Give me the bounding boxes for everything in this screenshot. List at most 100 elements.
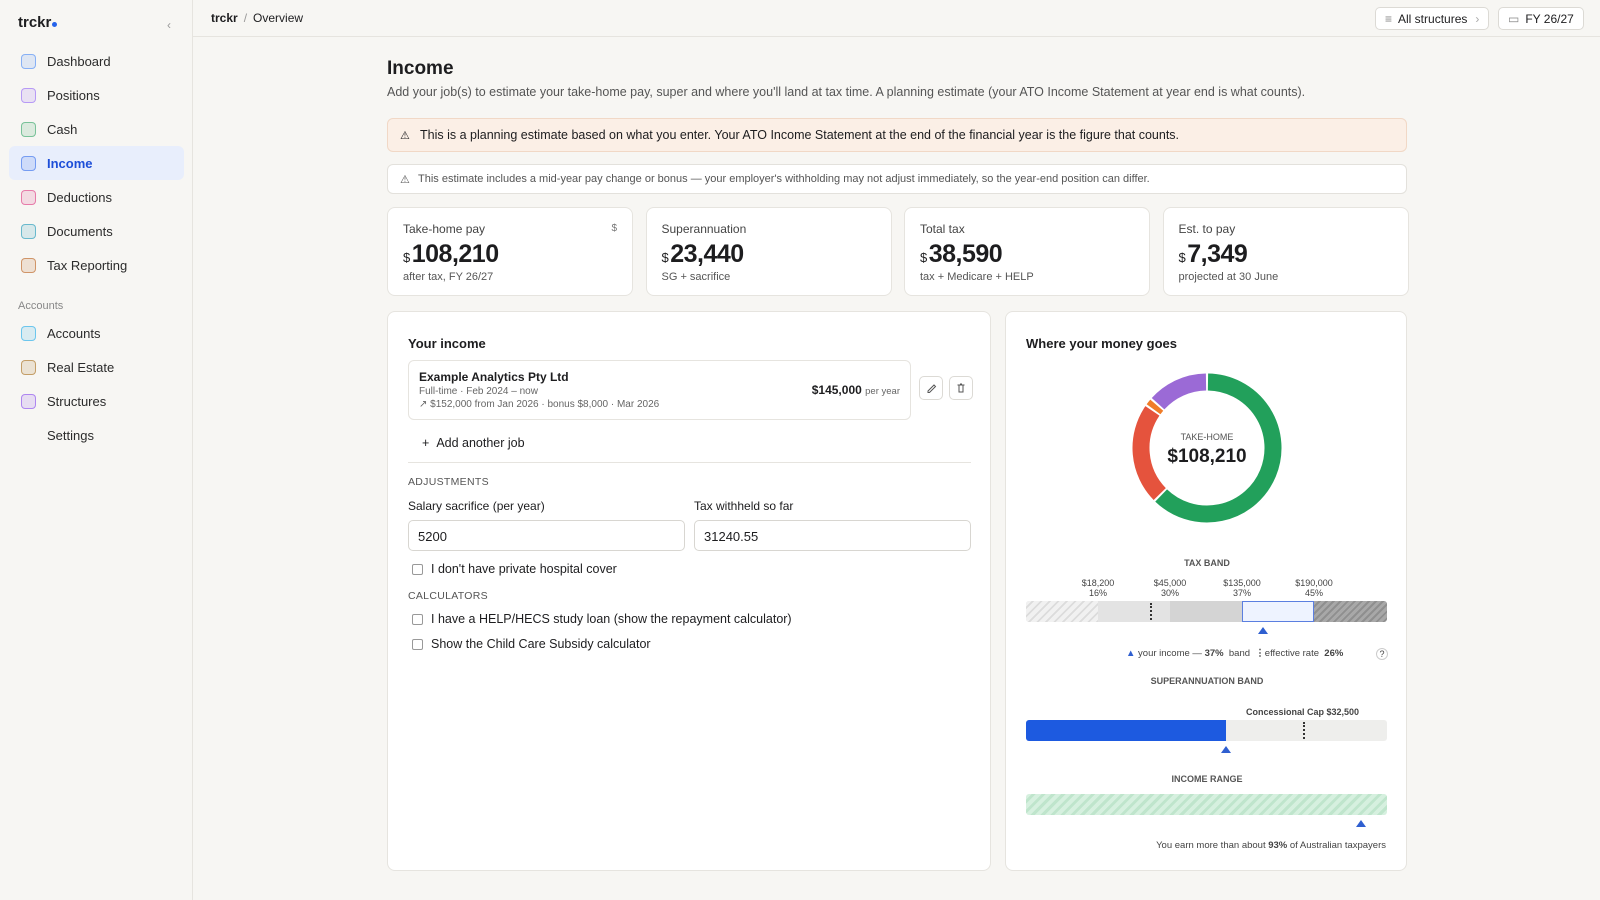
field-label: Tax withheld so far	[694, 499, 794, 513]
checkbox-label: Show the Child Care Subsidy calculator	[431, 637, 651, 651]
stat-sub: tax + Medicare + HELP	[920, 271, 1034, 283]
job-row[interactable]: Example Analytics Pty Ltd Full-time · Fe…	[408, 360, 911, 420]
stat-sub: SG + sacrifice	[661, 271, 731, 283]
nav-icon	[21, 257, 36, 273]
checkbox[interactable]	[412, 639, 423, 650]
nav-item[interactable]: Real Estate	[9, 350, 184, 384]
nav-label: Tax Reporting	[47, 257, 128, 273]
input[interactable]: 5200	[408, 520, 685, 551]
field-label: Salary sacrifice (per year)	[408, 499, 545, 513]
section-heading: CALCULATORS	[408, 590, 488, 602]
nav-icon	[21, 53, 36, 69]
nav-label: Documents	[47, 223, 113, 239]
nav-icon	[21, 325, 36, 341]
job-change: ↗ $152,000 from Jan 2026 · bonus $8,000 …	[419, 399, 660, 410]
help-button[interactable]: ?	[1376, 648, 1388, 660]
nav-label: Cash	[47, 121, 78, 137]
add-job[interactable]: + Add another job	[422, 436, 525, 450]
nav-item[interactable]: Cash	[9, 112, 184, 146]
stat-icon: $	[611, 223, 617, 234]
threshold-rate: 16%	[1088, 588, 1107, 598]
threshold-amount: $135,000	[1223, 578, 1261, 588]
nav-item[interactable]: Income	[9, 146, 184, 180]
donut-value: $108,210	[1167, 446, 1246, 467]
stat-sub: projected at 30 June	[1178, 271, 1279, 283]
nav-item[interactable]: Settings	[9, 418, 184, 452]
value: 23,440	[670, 240, 744, 268]
nav-icon	[21, 223, 36, 239]
separator: /	[243, 11, 248, 25]
job-meta: Full-time · Feb 2024 – now	[419, 386, 538, 397]
nav-icon	[21, 393, 36, 409]
nav-item[interactable]: Documents	[9, 214, 184, 248]
value: 38,590	[928, 240, 1003, 268]
brand[interactable]: trckr	[18, 14, 58, 31]
input[interactable]: 31240.55	[694, 520, 971, 551]
stat-card: Take-home pay $108,210 after tax, FY 26/27…	[387, 207, 633, 296]
section-heading: ADJUSTMENTS	[408, 476, 489, 488]
nav-item[interactable]: Dashboard	[9, 44, 184, 78]
nav-item[interactable]: Tax Reporting	[9, 248, 184, 282]
nav-icon	[21, 155, 36, 171]
stat-label: Total tax	[920, 222, 965, 236]
nav-item[interactable]: Accounts	[9, 316, 184, 350]
collapse-button[interactable]: ‹	[167, 18, 171, 32]
currency: $	[403, 250, 410, 265]
donut: TAKE-HOME $108,210	[1132, 373, 1282, 523]
checkbox[interactable]	[412, 614, 423, 625]
structures-button[interactable]: ≡ All structures ›	[1375, 7, 1490, 30]
nav-icon	[21, 87, 36, 103]
nav-label: Real Estate	[47, 359, 115, 375]
edit-button[interactable]	[919, 376, 943, 400]
nav-icon	[21, 428, 36, 443]
nav-label: Positions	[47, 87, 100, 103]
currency: $	[661, 250, 669, 265]
threshold-amount: $18,200	[1081, 578, 1115, 588]
fy-button[interactable]: ▭ FY 26/27	[1498, 7, 1584, 30]
percentile-note: You earn more than about 93% of Australi…	[1156, 840, 1386, 851]
nav-item[interactable]: Structures	[9, 384, 184, 418]
donut-segment	[1146, 399, 1164, 415]
threshold: $18,200 16%	[1068, 578, 1128, 598]
threshold: $135,000 37%	[1212, 578, 1272, 598]
delete-button[interactable]	[949, 376, 973, 400]
tax-band-bar	[1026, 601, 1387, 622]
section-heading: INCOME RANGE	[1171, 774, 1243, 784]
nav-icon	[21, 121, 36, 137]
threshold-amount: $45,000	[1153, 578, 1187, 588]
alert: ⚠ This estimate includes a mid-year pay c…	[387, 164, 1407, 194]
checkbox-label: I have a HELP/HECS study loan (show the …	[431, 612, 792, 626]
nav-icon	[21, 189, 36, 205]
stat-label: Superannuation	[661, 222, 747, 236]
nav-item[interactable]: Deductions	[9, 180, 184, 214]
donut-segment	[1155, 373, 1282, 523]
threshold: $190,000 45%	[1284, 578, 1344, 598]
stat-label: Take-home pay	[403, 222, 486, 236]
donut-segment	[1151, 373, 1207, 410]
stat-sub: after tax, FY 26/27	[403, 271, 494, 283]
nav-label: Structures	[47, 393, 107, 409]
section-heading: TAX BAND	[1184, 558, 1230, 568]
page-title: Income	[387, 58, 454, 79]
job-name: Example Analytics Pty Ltd	[419, 370, 569, 384]
income-range-bar	[1026, 794, 1387, 815]
crumb: Overview	[253, 11, 304, 25]
nav-item[interactable]: Positions	[9, 78, 184, 112]
nav-label: Deductions	[47, 189, 113, 205]
nav-label: Dashboard	[47, 53, 111, 69]
stat-card: Superannuation $23,440 SG + sacrifice	[645, 207, 892, 296]
checkbox[interactable]	[412, 564, 423, 575]
money-card: Where your money goes TAKE-HOME $108,210…	[1005, 311, 1407, 871]
nav-label: Accounts	[47, 325, 101, 341]
stat-value: $38,590	[920, 240, 1003, 269]
breadcrumb: trckr / Overview	[211, 11, 303, 25]
section-heading: SUPERANNUATION BAND	[1150, 676, 1264, 686]
stat-value: $108,210	[403, 240, 499, 269]
value: 108,210	[411, 240, 499, 268]
crumb[interactable]: trckr	[211, 11, 238, 25]
stat-card: Est. to pay $7,349 projected at 30 June	[1162, 207, 1409, 296]
job-amount: $145,000 per year	[811, 383, 900, 397]
subtitle: Add your job(s) to estimate your take-ho…	[387, 85, 1306, 99]
currency: $	[920, 250, 927, 265]
